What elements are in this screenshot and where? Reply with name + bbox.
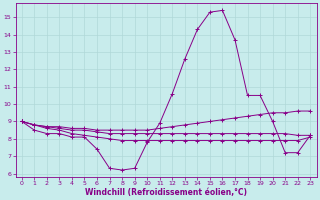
X-axis label: Windchill (Refroidissement éolien,°C): Windchill (Refroidissement éolien,°C) bbox=[85, 188, 247, 197]
